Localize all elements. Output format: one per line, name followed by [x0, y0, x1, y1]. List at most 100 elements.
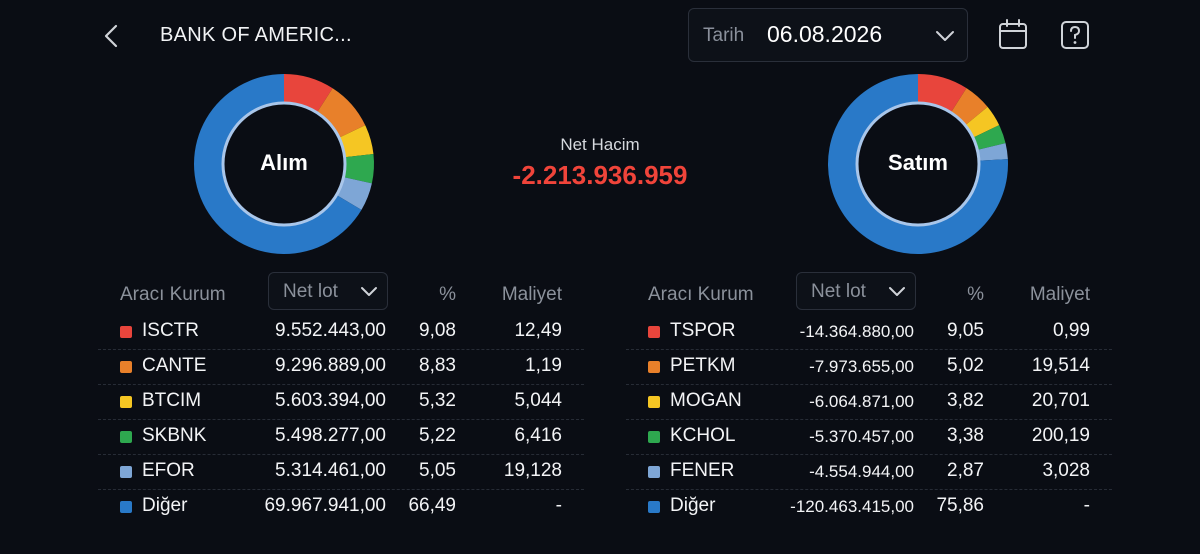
net-lot-value: -14.364.880,00 — [799, 322, 914, 341]
legend-swatch — [648, 396, 660, 408]
net-volume-label: Net Hacim — [560, 135, 640, 154]
table-row[interactable]: BTCIM 5.603.394,00 5,32 5,044 — [98, 384, 584, 420]
broker-column-header: Aracı Kurum — [120, 284, 226, 305]
buy-donut-chart — [193, 74, 374, 254]
percent-column-header: % — [439, 284, 456, 305]
percent-value: 66,49 — [408, 495, 456, 516]
chevron-down-icon — [936, 31, 954, 41]
cost-value: 1,19 — [525, 355, 562, 376]
percent-value: 9,08 — [419, 320, 456, 341]
chevron-left-icon — [104, 24, 118, 48]
broker-name: Diğer — [142, 495, 188, 516]
percent-value: 3,38 — [947, 425, 984, 446]
cost-value: 19,128 — [503, 460, 562, 481]
donut-slice-diğer — [828, 73, 1008, 254]
table-row[interactable]: CANTE 9.296.889,00 8,83 1,19 — [98, 349, 584, 385]
back-button[interactable] — [100, 22, 124, 50]
sort-select-label: Net lot — [283, 281, 338, 302]
chevron-down-icon — [361, 287, 377, 296]
net-lot-value: -120.463.415,00 — [790, 497, 914, 516]
cost-column-header: Maliyet — [501, 284, 562, 305]
broker-name: TSPOR — [670, 320, 736, 341]
percent-value: 8,83 — [419, 355, 456, 376]
table-row[interactable]: Diğer -120.463.415,00 75,86 - — [626, 489, 1112, 524]
cost-value: 12,49 — [514, 320, 562, 341]
net-lot-value: -4.554.944,00 — [809, 462, 914, 481]
percent-value: 5,22 — [419, 425, 456, 446]
broker-name: PETKM — [670, 355, 736, 376]
legend-swatch — [648, 501, 660, 513]
percent-value: 75,86 — [936, 495, 984, 516]
percent-column-header: % — [967, 284, 984, 305]
broker-name: MOGAN — [670, 390, 742, 411]
percent-value: 3,82 — [947, 390, 984, 411]
net-volume-value: -2.213.936.959 — [512, 160, 688, 190]
table-row[interactable]: MOGAN -6.064.871,00 3,82 20,701 — [626, 384, 1112, 420]
legend-swatch — [120, 361, 132, 373]
sell-donut-chart — [828, 73, 1008, 254]
cost-value: 6,416 — [514, 425, 562, 446]
cost-value: 20,701 — [1031, 390, 1090, 411]
cost-column-header: Maliyet — [1029, 284, 1090, 305]
broker-name: CANTE — [142, 355, 207, 376]
donut-slice-fener — [976, 143, 1008, 161]
cost-value: 200,19 — [1031, 425, 1090, 446]
percent-value: 5,32 — [419, 390, 456, 411]
table-row[interactable]: TSPOR -14.364.880,00 9,05 0,99 — [626, 314, 1112, 350]
broker-name: KCHOL — [670, 425, 736, 446]
percent-value: 9,05 — [947, 320, 984, 341]
sort-select-label: Net lot — [811, 281, 866, 302]
table-row[interactable]: KCHOL -5.370.457,00 3,38 200,19 — [626, 419, 1112, 455]
donut-slice-efor — [335, 176, 372, 210]
table-row[interactable]: SKBNK 5.498.277,00 5,22 6,416 — [98, 419, 584, 455]
broker-name: Diğer — [670, 495, 716, 516]
donut-slice-cante — [316, 88, 366, 139]
sell-label: Satım — [888, 150, 948, 175]
cost-value: 5,044 — [514, 390, 562, 411]
cost-value: - — [555, 495, 562, 516]
table-row[interactable]: FENER -4.554.944,00 2,87 3,028 — [626, 454, 1112, 490]
sort-select[interactable]: Net lot — [796, 272, 916, 310]
net-lot-value: 9.296.889,00 — [275, 355, 386, 376]
net-lot-value: -7.973.655,00 — [809, 357, 914, 376]
sort-select[interactable]: Net lot — [268, 272, 388, 310]
net-lot-value: 5.603.394,00 — [275, 390, 386, 411]
legend-swatch — [648, 466, 660, 478]
table-row[interactable]: EFOR 5.314.461,00 5,05 19,128 — [98, 454, 584, 490]
net-lot-value: -6.064.871,00 — [809, 392, 914, 411]
table-row[interactable]: ISCTR 9.552.443,00 9,08 12,49 — [98, 314, 584, 350]
donut-slice-btcim — [338, 125, 374, 158]
broker-name: ISCTR — [142, 320, 199, 341]
table-row[interactable]: PETKM -7.973.655,00 5,02 19,514 — [626, 349, 1112, 385]
legend-swatch — [648, 326, 660, 338]
donut-slice-petkm — [950, 88, 988, 126]
donut-center — [860, 106, 976, 222]
broker-name: EFOR — [142, 460, 195, 481]
net-lot-value: -5.370.457,00 — [809, 427, 914, 446]
broker-name: SKBNK — [142, 425, 207, 446]
table-row[interactable]: Diğer 69.967.941,00 66,49 - — [98, 489, 584, 524]
donut-center — [226, 106, 342, 222]
donut-inner-ring — [221, 101, 347, 227]
net-lot-value: 9.552.443,00 — [275, 320, 386, 341]
legend-swatch — [120, 326, 132, 338]
cost-value: 3,028 — [1042, 460, 1090, 481]
help-button[interactable] — [1058, 18, 1092, 52]
legend-swatch — [120, 431, 132, 443]
percent-value: 2,87 — [947, 460, 984, 481]
date-picker[interactable]: Tarih 06.08.2026 — [688, 8, 968, 62]
calendar-icon — [999, 19, 1027, 49]
date-value: 06.08.2026 — [767, 21, 883, 47]
date-label: Tarih — [703, 25, 745, 46]
legend-swatch — [648, 431, 660, 443]
broker-name: BTCIM — [142, 390, 202, 411]
legend-swatch — [120, 466, 132, 478]
donut-inner-ring — [855, 101, 981, 227]
buy-label: Alım — [260, 150, 308, 175]
page-title: BANK OF AMERIC... — [160, 24, 352, 46]
legend-swatch — [120, 396, 132, 408]
calendar-button[interactable] — [996, 18, 1030, 52]
broker-name: FENER — [670, 460, 735, 481]
donut-slice-kchol — [972, 125, 1006, 151]
donut-slice-diğer — [193, 74, 362, 254]
